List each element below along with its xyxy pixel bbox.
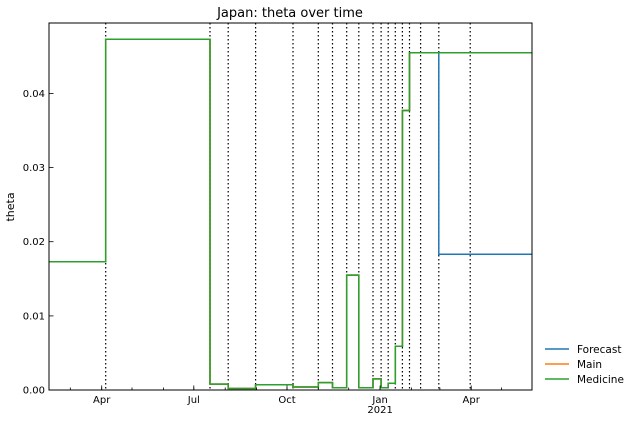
x-tick-label: Oct	[278, 395, 295, 406]
legend-label-forecast: Forecast	[577, 344, 621, 356]
y-axis-label: theta	[4, 192, 17, 221]
y-tick-label: 0.04	[23, 89, 45, 100]
plot-frame	[48, 22, 533, 391]
x-tick-label: Jul	[187, 395, 200, 406]
legend: Forecast Main Medicine	[545, 344, 624, 386]
x-tick-label: Jan	[371, 395, 387, 406]
series-line-forecast	[49, 38, 532, 390]
y-tick-label: 0.01	[23, 311, 45, 322]
series-line-main	[49, 38, 532, 390]
legend-label-main: Main	[577, 359, 602, 371]
y-tick-label: 0.03	[23, 163, 45, 174]
series-line-medicine	[49, 38, 532, 390]
x-tick-sublabel: 2021	[367, 405, 392, 416]
x-tick-label: Apr	[93, 395, 111, 406]
chart-title: Japan: theta over time	[216, 6, 363, 21]
y-tick-label: 0.00	[23, 386, 45, 397]
legend-label-medicine: Medicine	[577, 374, 624, 386]
x-tick-label: Apr	[463, 395, 481, 406]
y-tick-label: 0.02	[23, 237, 45, 248]
series-group	[49, 38, 532, 390]
vertical-lines-group	[105, 23, 471, 390]
